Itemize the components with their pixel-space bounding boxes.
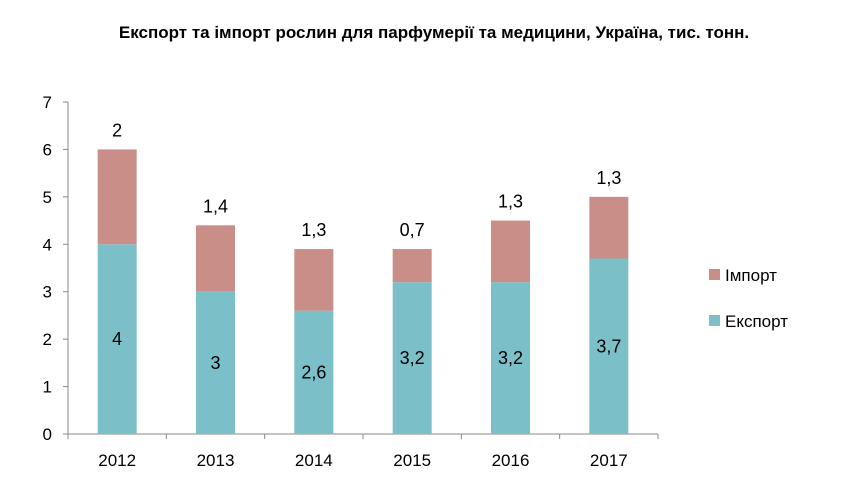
bar-export-2014 (294, 310, 334, 434)
bar-export-2016 (491, 282, 530, 434)
data-label-import: 1,3 (301, 220, 326, 240)
legend-swatch-1 (709, 269, 720, 280)
legend-label: Експорт (725, 312, 788, 331)
data-label-export: 4 (112, 329, 122, 349)
x-tick-label: 2012 (98, 451, 136, 470)
x-tick-label: 2013 (197, 451, 235, 470)
bar-export-2013 (196, 291, 235, 434)
data-labels: 4 2 3 1,4 2,6 1,3 3,2 0,7 3,2 1,3 3,7 1,3 (112, 120, 621, 382)
legend: Імпорт Експорт (709, 266, 788, 331)
data-label-export: 3,2 (400, 348, 425, 368)
x-tick-label: 2016 (492, 451, 530, 470)
bar-import-2014 (294, 249, 334, 311)
data-label-import: 1,3 (596, 168, 621, 188)
data-label-import: 0,7 (400, 220, 425, 240)
data-label-export: 3,2 (498, 348, 523, 368)
x-tick-label: 2014 (295, 451, 333, 470)
bar-import-2015 (392, 249, 432, 283)
bar-import-2012 (97, 149, 137, 245)
axes: 0 1 2 3 4 5 6 7 2012 2013 2014 2015 2016 2017 (43, 93, 659, 470)
data-label-import: 1,3 (498, 192, 523, 212)
bar-import-2016 (491, 220, 530, 283)
y-tick-label: 6 (43, 140, 52, 159)
y-tick-label: 0 (43, 425, 52, 444)
data-label-export: 3,7 (596, 336, 621, 356)
y-tick-label: 4 (43, 235, 52, 254)
y-tick-label: 5 (43, 188, 52, 207)
legend-label: Імпорт (725, 266, 777, 285)
data-label-import: 1,4 (203, 196, 228, 216)
y-tick-label: 1 (43, 378, 52, 397)
legend-swatch-0 (709, 315, 720, 326)
chart-title: Експорт та імпорт рослин для парфумерії … (119, 23, 749, 42)
bar-export-2015 (392, 282, 432, 434)
x-tick-label: 2015 (393, 451, 431, 470)
data-label-import: 2 (112, 120, 122, 140)
bar-import-2013 (196, 225, 235, 292)
y-tick-label: 3 (43, 283, 52, 302)
x-tick-label: 2017 (590, 451, 628, 470)
bars (97, 149, 629, 434)
y-tick-label: 7 (43, 93, 52, 112)
y-tick-label: 2 (43, 330, 52, 349)
bar-import-2017 (589, 196, 629, 259)
bar-export-2012 (97, 244, 137, 434)
data-label-export: 3 (210, 353, 220, 373)
data-label-export: 2,6 (301, 362, 326, 382)
bar-export-2017 (589, 258, 629, 434)
